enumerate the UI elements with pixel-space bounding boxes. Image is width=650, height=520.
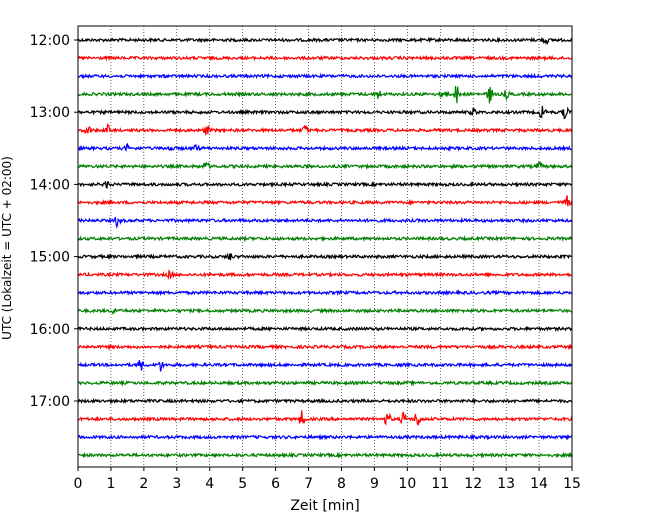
trace-line xyxy=(77,343,573,351)
y-tick-label: 14:00 xyxy=(30,177,70,193)
trace-line xyxy=(77,379,573,387)
trace-line xyxy=(77,410,573,426)
trace-line xyxy=(77,72,573,80)
x-axis-ticks: 0 1 2 3 4 5 6 7 8 9 10 11 12 13 14 15 xyxy=(74,467,581,492)
trace-line xyxy=(77,54,573,62)
trace-line xyxy=(77,307,573,315)
trace-line xyxy=(77,105,573,120)
trace-line xyxy=(77,433,573,441)
x-tick-label: 4 xyxy=(205,476,214,492)
x-tick-label: 10 xyxy=(398,476,416,492)
trace-line xyxy=(77,451,573,459)
x-tick-label: 13 xyxy=(497,476,515,492)
x-tick-label: 14 xyxy=(530,476,548,492)
x-tick-label: 2 xyxy=(139,476,148,492)
y-tick-label: 13:00 xyxy=(30,105,70,121)
x-tick-label: 0 xyxy=(74,476,83,492)
x-tick-label: 1 xyxy=(106,476,115,492)
x-axis-label: Zeit [min] xyxy=(290,498,359,514)
trace-line xyxy=(77,122,573,136)
x-tick-label: 6 xyxy=(271,476,280,492)
trace-line xyxy=(77,85,573,104)
trace-line xyxy=(77,397,573,405)
trace-line xyxy=(77,195,573,207)
trace-line xyxy=(77,142,573,153)
y-tick-label: 17:00 xyxy=(30,394,70,410)
trace-line xyxy=(77,216,573,229)
trace-line xyxy=(77,360,573,372)
trace-line xyxy=(77,289,573,297)
trace-line xyxy=(77,160,573,170)
x-tick-label: 8 xyxy=(337,476,346,492)
y-axis-label: UTC (Lokalzeit = UTC + 02:00) xyxy=(0,156,14,340)
y-tick-label: 16:00 xyxy=(30,322,70,338)
y-axis-ticks: 12:00 13:00 14:00 15:00 16:00 17:00 xyxy=(30,33,78,410)
x-tick-label: 12 xyxy=(464,476,482,492)
x-tick-label: 9 xyxy=(370,476,379,492)
trace-line xyxy=(77,36,573,46)
x-tick-label: 7 xyxy=(304,476,313,492)
seismic-traces xyxy=(77,36,573,459)
x-tick-label: 11 xyxy=(431,476,449,492)
plot-frame xyxy=(77,25,573,468)
trace-line xyxy=(77,234,573,243)
x-tick-label: 3 xyxy=(172,476,181,492)
x-tick-label: 5 xyxy=(238,476,247,492)
trace-line xyxy=(77,325,573,333)
x-tick-label: 15 xyxy=(563,476,581,492)
trace-line xyxy=(77,180,573,190)
y-tick-label: 12:00 xyxy=(30,33,70,49)
trace-line xyxy=(77,252,573,261)
trace-line xyxy=(77,269,573,281)
y-tick-label: 15:00 xyxy=(30,250,70,266)
